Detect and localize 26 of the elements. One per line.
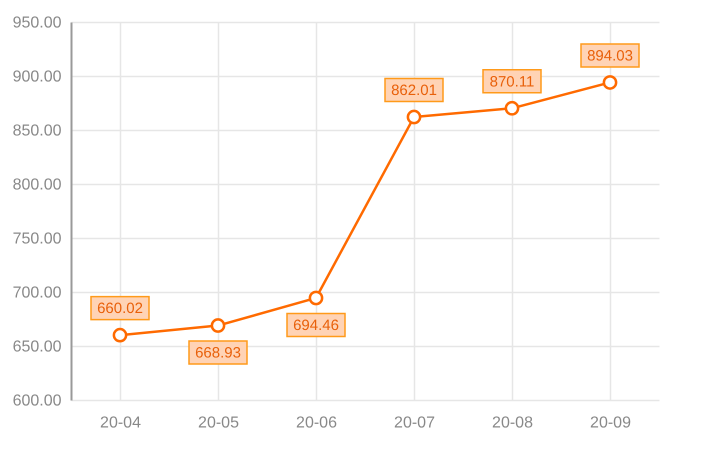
point	[112, 328, 128, 343]
point	[504, 100, 520, 116]
y-tick-label: 700.00	[12, 284, 62, 302]
y-tick-label: 800.00	[12, 176, 62, 194]
data-label: 894.03	[587, 47, 633, 64]
x-tick-label: 20-05	[198, 414, 240, 432]
y-tick-label: 850.00	[12, 122, 62, 140]
y-tick-label: 750.00	[12, 230, 62, 248]
data-label: 870.11	[490, 73, 534, 90]
point	[602, 75, 618, 90]
data-label: 660.02	[97, 300, 143, 318]
data-label: 694.46	[293, 316, 339, 334]
x-tick-label: 20-06	[296, 414, 338, 432]
x-tick-label: 20-09	[590, 414, 632, 432]
data-label: 668.93	[195, 344, 241, 362]
x-tick-label: 20-08	[492, 414, 534, 432]
y-tick-label: 650.00	[12, 338, 62, 356]
y-tick-label: 600.00	[12, 392, 62, 410]
point	[308, 290, 324, 306]
x-tick-label: 20-04	[100, 414, 142, 432]
data-label: 862.01	[391, 82, 437, 100]
y-tick-label: 950.00	[12, 14, 62, 32]
x-tick-label: 20-07	[394, 414, 436, 432]
point	[210, 318, 226, 333]
y-tick-label: 900.00	[12, 68, 62, 86]
point	[406, 110, 422, 124]
